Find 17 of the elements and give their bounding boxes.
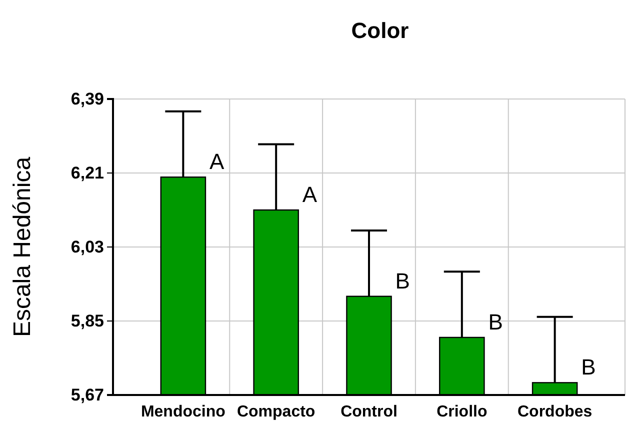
y-axis-title: Escala Hedónica — [9, 156, 36, 338]
y-tick-label: 6,39 — [70, 89, 104, 108]
x-tick-label: Control — [340, 403, 398, 420]
chart-title: Color — [351, 18, 410, 43]
y-tick-label: 6,03 — [70, 237, 104, 256]
y-tick-label: 5,85 — [70, 311, 104, 330]
annotation: B — [581, 354, 596, 380]
y-tick-label: 5,67 — [70, 385, 104, 404]
x-tick-label: Criollo — [436, 403, 488, 420]
annotation: A — [209, 149, 224, 174]
annotation: B — [488, 309, 503, 334]
x-tick-label: Mendocino — [140, 403, 226, 420]
x-tick-label: Compacto — [236, 403, 316, 420]
annotation: B — [395, 268, 410, 294]
y-tick-label: 6,21 — [70, 163, 104, 182]
annotation: A — [302, 182, 318, 207]
x-tick-label: Cordobes — [517, 403, 592, 420]
